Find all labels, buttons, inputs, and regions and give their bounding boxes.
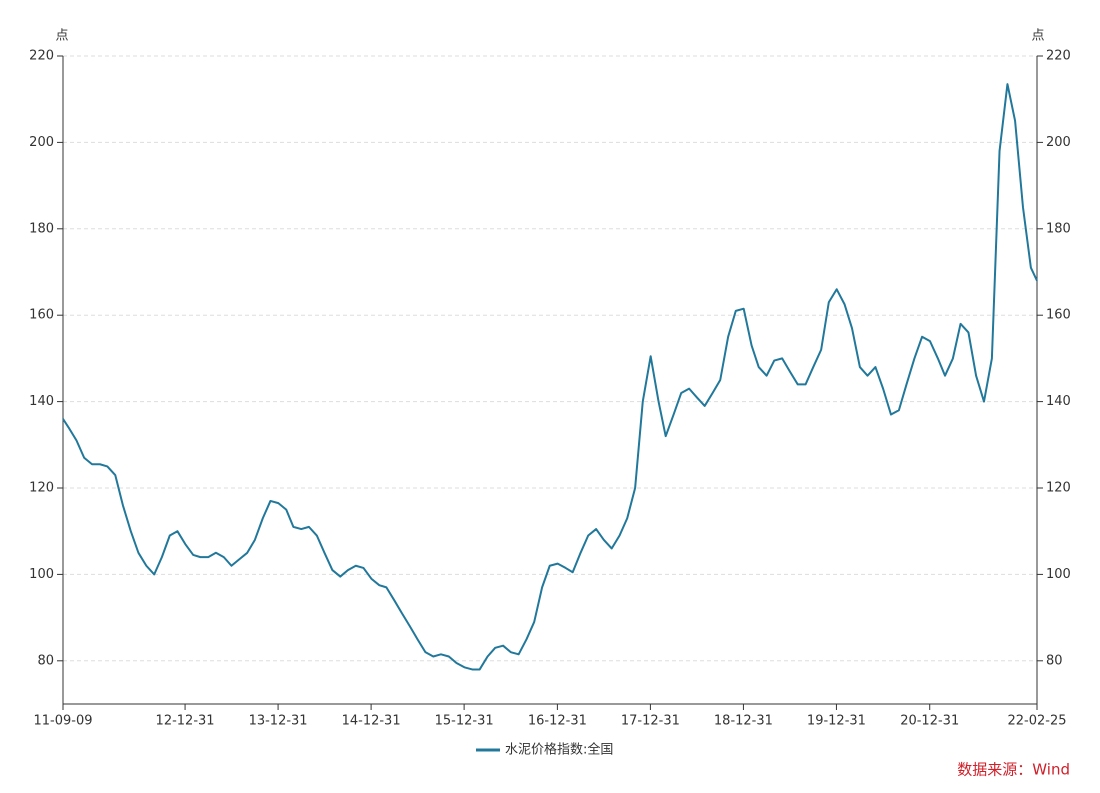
x-tick-label: 11-09-09 [33, 714, 92, 729]
x-tick-label: 13-12-31 [249, 714, 308, 729]
y2-tick-label: 200 [1046, 135, 1071, 150]
y-tick-label: 220 [29, 49, 54, 64]
x-tick-label: 14-12-31 [342, 714, 401, 729]
x-tick-label: 19-12-31 [807, 714, 866, 729]
y-tick-label: 140 [29, 394, 54, 409]
x-tick-label: 12-12-31 [156, 714, 215, 729]
series-line [62, 83, 1038, 671]
x-tick-label: 22-02-25 [1007, 714, 1066, 729]
source: 数据来源：Wind [957, 761, 1070, 779]
y2-tick-label: 120 [1046, 481, 1071, 496]
y2-tick-label: 140 [1046, 394, 1071, 409]
y-tick-label: 160 [29, 308, 54, 323]
y-tick-label: 80 [37, 653, 54, 668]
x-tick-label: 18-12-31 [714, 714, 773, 729]
y2-tick-label: 160 [1046, 308, 1071, 323]
legend-label: 水泥价格指数:全国 [505, 742, 613, 758]
y-tick-label: 180 [29, 221, 54, 236]
x-tick-label: 16-12-31 [528, 714, 587, 729]
y-unit: 点 [55, 29, 68, 44]
y-tick-label: 120 [29, 481, 54, 496]
y2-tick-label: 80 [1046, 653, 1063, 668]
y2-tick-label: 180 [1046, 221, 1071, 236]
y-tick-label: 200 [29, 135, 54, 150]
x-tick-label: 17-12-31 [621, 714, 680, 729]
x-tick-label: 15-12-31 [435, 714, 494, 729]
y2-unit: 点 [1031, 29, 1044, 44]
x-tick-label: 20-12-31 [900, 714, 959, 729]
y2-tick-label: 220 [1046, 49, 1071, 64]
y-tick-label: 100 [29, 567, 54, 582]
y2-tick-label: 100 [1046, 567, 1071, 582]
